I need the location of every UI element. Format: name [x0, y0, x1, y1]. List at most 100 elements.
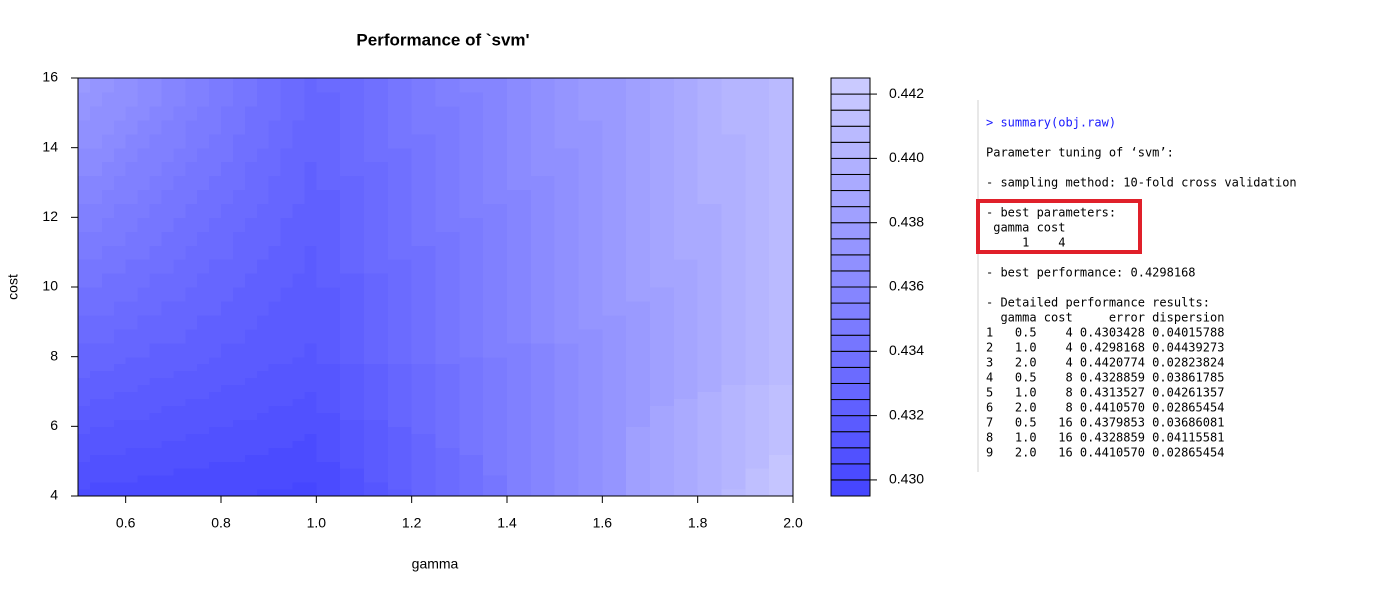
contour-cell: [602, 398, 627, 407]
contour-cell: [113, 489, 127, 497]
contour-cell: [340, 384, 365, 393]
contour-cell: [101, 287, 115, 302]
contour-cell: [244, 363, 258, 372]
contour-cell: [554, 245, 580, 260]
contour-cell: [113, 259, 127, 274]
contour-cell: [626, 203, 651, 218]
contour-cell: [149, 419, 163, 427]
contour-cell: [507, 475, 532, 483]
contour-cell: [626, 370, 651, 379]
console-line: - sampling method: 10-fold cross validat…: [986, 176, 1297, 190]
contour-cell: [411, 412, 437, 420]
contour-cell: [292, 231, 306, 246]
contour-cell: [411, 377, 437, 386]
contour-cell: [435, 119, 460, 135]
contour-cell: [256, 419, 270, 427]
contour-cell: [268, 412, 282, 420]
contour-cell: [364, 328, 389, 344]
contour-cell: [256, 356, 270, 365]
contour-cell: [209, 426, 222, 434]
contour-cell: [268, 231, 282, 246]
contour-cell: [197, 405, 210, 413]
contour-cell: [209, 175, 222, 191]
contour-cell: [364, 489, 389, 497]
contour-cell: [364, 356, 389, 365]
contour-cell: [602, 440, 627, 448]
contour-cell: [554, 419, 580, 427]
contour-cell: [149, 426, 163, 434]
contour-cell: [340, 412, 365, 420]
contour-cell: [137, 475, 151, 483]
contour-cell: [530, 377, 556, 386]
contour-cell: [650, 482, 675, 490]
contour-cell: [650, 273, 675, 288]
contour-cell: [673, 119, 699, 135]
contour-cell: [721, 328, 746, 344]
contour-cell: [232, 412, 246, 420]
contour-cell: [137, 175, 151, 191]
contour-cell: [256, 217, 270, 232]
contour-cell: [149, 370, 163, 379]
contour-cell: [340, 433, 365, 441]
contour-cell: [769, 342, 794, 358]
contour-cell: [697, 356, 723, 365]
contour-cell: [304, 189, 317, 204]
contour-cell: [411, 447, 437, 455]
console-line: gamma cost error dispersion: [986, 311, 1224, 325]
contour-cell: [411, 91, 437, 107]
contour-cell: [578, 119, 603, 135]
contour-cell: [530, 161, 556, 177]
contour-cell: [125, 433, 139, 441]
contour-cell: [626, 78, 651, 93]
contour-cell: [673, 314, 699, 330]
contour-cell: [149, 475, 163, 483]
contour-cell: [411, 259, 437, 274]
contour-cell: [197, 175, 210, 191]
contour-cell: [316, 203, 341, 218]
contour-cell: [459, 377, 484, 386]
contour-cell: [769, 370, 794, 379]
contour-cell: [364, 231, 389, 246]
contour-cell: [745, 189, 770, 204]
contour-cell: [387, 440, 413, 448]
contour-cell: [101, 454, 115, 462]
contour-cell: [173, 412, 186, 420]
contour-cell: [745, 391, 770, 400]
contour-cell: [173, 426, 186, 434]
contour-cell: [435, 78, 460, 93]
contour-cell: [626, 314, 651, 330]
contour-cell: [304, 433, 317, 441]
contour-cell: [507, 405, 532, 413]
contour-cell: [244, 412, 258, 420]
contour-cell: [113, 300, 127, 316]
contour-cell: [578, 454, 603, 462]
contour-cell: [387, 328, 413, 344]
contour-cell: [197, 342, 210, 358]
contour-cell: [673, 147, 699, 163]
contour-cell: [173, 273, 186, 288]
contour-cell: [256, 147, 270, 163]
contour-cell: [507, 356, 532, 365]
contour-cell: [340, 287, 365, 302]
contour-cell: [673, 454, 699, 462]
contour-cell: [769, 489, 794, 497]
contour-cell: [197, 426, 210, 434]
contour-cell: [721, 259, 746, 274]
contour-cell: [507, 203, 532, 218]
contour-cell: [161, 447, 174, 455]
contour-cell: [161, 391, 174, 400]
contour-cell: [161, 342, 174, 358]
contour-cell: [745, 440, 770, 448]
contour-cell: [340, 447, 365, 455]
contour-cell: [292, 203, 306, 218]
contour-cell: [268, 454, 282, 462]
contour-cell: [101, 217, 115, 232]
contour-cell: [364, 161, 389, 177]
contour-cell: [292, 259, 306, 274]
contour-cell: [113, 419, 127, 427]
contour-cell: [149, 273, 163, 288]
contour-cell: [745, 398, 770, 407]
contour-cell: [185, 426, 198, 434]
contour-cell: [292, 468, 306, 476]
contour-cell: [304, 91, 317, 107]
